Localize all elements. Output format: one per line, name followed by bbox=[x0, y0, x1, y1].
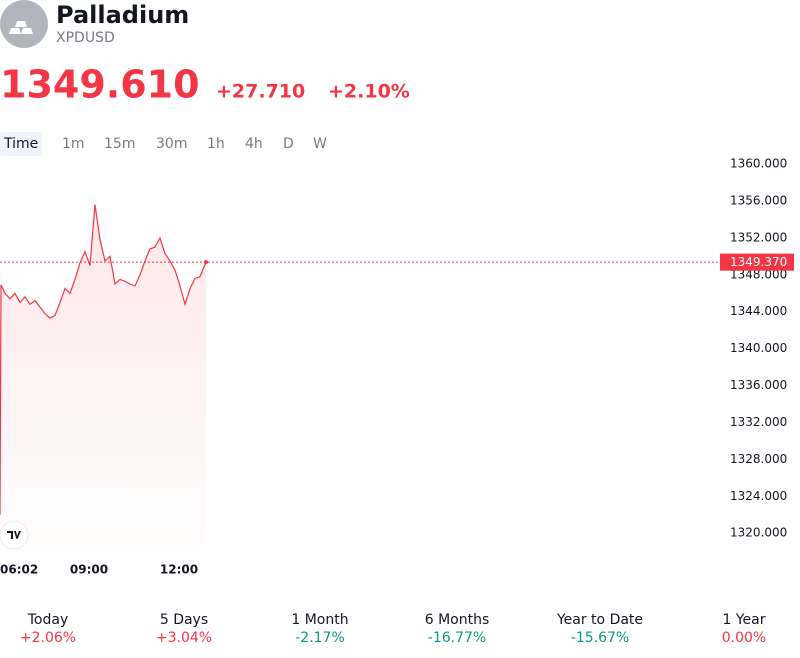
y-tick-label: 1356.000 bbox=[730, 193, 787, 207]
symbol-code: XPDUSD bbox=[56, 30, 115, 46]
period-change[interactable]: 0.00% bbox=[722, 630, 766, 646]
timeframe-tab[interactable]: 30m bbox=[156, 136, 187, 152]
period-change[interactable]: +3.04% bbox=[156, 630, 212, 646]
y-tick-label: 1336.000 bbox=[730, 378, 787, 392]
period-label[interactable]: 6 Months bbox=[425, 612, 490, 628]
period-change[interactable]: -16.77% bbox=[428, 630, 486, 646]
price-line bbox=[0, 204, 207, 515]
y-tick-label: 1360.000 bbox=[730, 157, 787, 171]
timeframe-tab[interactable]: 1m bbox=[62, 136, 85, 152]
period-label[interactable]: 5 Days bbox=[160, 612, 208, 628]
area-fill bbox=[0, 204, 206, 552]
tab-selected-bg bbox=[0, 132, 42, 156]
logo-icon bbox=[9, 21, 33, 34]
price-change: +27.710 bbox=[216, 81, 305, 103]
y-tick-label: 1320.000 bbox=[730, 526, 787, 540]
symbol-name: Palladium bbox=[56, 1, 189, 29]
y-tick-label: 1344.000 bbox=[730, 304, 787, 318]
timeframe-tab[interactable]: 1h bbox=[207, 136, 225, 152]
last-price-tag bbox=[720, 253, 794, 271]
timeframe-tab[interactable]: W bbox=[313, 136, 327, 152]
timeframe-tab[interactable]: D bbox=[283, 136, 294, 152]
chart: 1320.000 1324.000 1328.000 1332.000 1336.000… bbox=[0, 157, 794, 577]
timeframe-tab[interactable]: 4h bbox=[245, 136, 263, 152]
last-point bbox=[204, 260, 208, 265]
x-tick-label: 09:00 bbox=[70, 563, 108, 577]
period-label[interactable]: Today bbox=[27, 612, 69, 628]
y-tick-label: 1340.000 bbox=[730, 341, 787, 355]
period-label[interactable]: Year to Date bbox=[556, 612, 643, 628]
y-tick-label: 1352.000 bbox=[730, 230, 787, 244]
y-tick-label: 1332.000 bbox=[730, 415, 787, 429]
y-tick-label: 1348.000 bbox=[730, 267, 787, 281]
period-change[interactable]: +2.06% bbox=[20, 630, 76, 646]
tradingview-logo bbox=[0, 520, 29, 550]
y-tick-label: 1324.000 bbox=[730, 489, 787, 503]
tradingview-mark bbox=[7, 531, 21, 539]
period-change[interactable]: -2.17% bbox=[295, 630, 345, 646]
period-change[interactable]: -15.67% bbox=[571, 630, 629, 646]
x-tick-label: 12:00 bbox=[160, 563, 198, 577]
period-label[interactable]: 1 Year bbox=[723, 612, 766, 628]
x-tick-label: 06:02 bbox=[0, 563, 38, 577]
last-price-label: 1349.370 bbox=[730, 255, 787, 269]
timeframe-tab[interactable]: Time bbox=[3, 136, 38, 152]
period-label[interactable]: 1 Month bbox=[291, 612, 348, 628]
price-change-percent: +2.10% bbox=[328, 81, 410, 103]
timeframe-tab[interactable]: 15m bbox=[104, 136, 135, 152]
price: 1349.610 bbox=[0, 63, 200, 107]
y-tick-label: 1328.000 bbox=[730, 452, 787, 466]
